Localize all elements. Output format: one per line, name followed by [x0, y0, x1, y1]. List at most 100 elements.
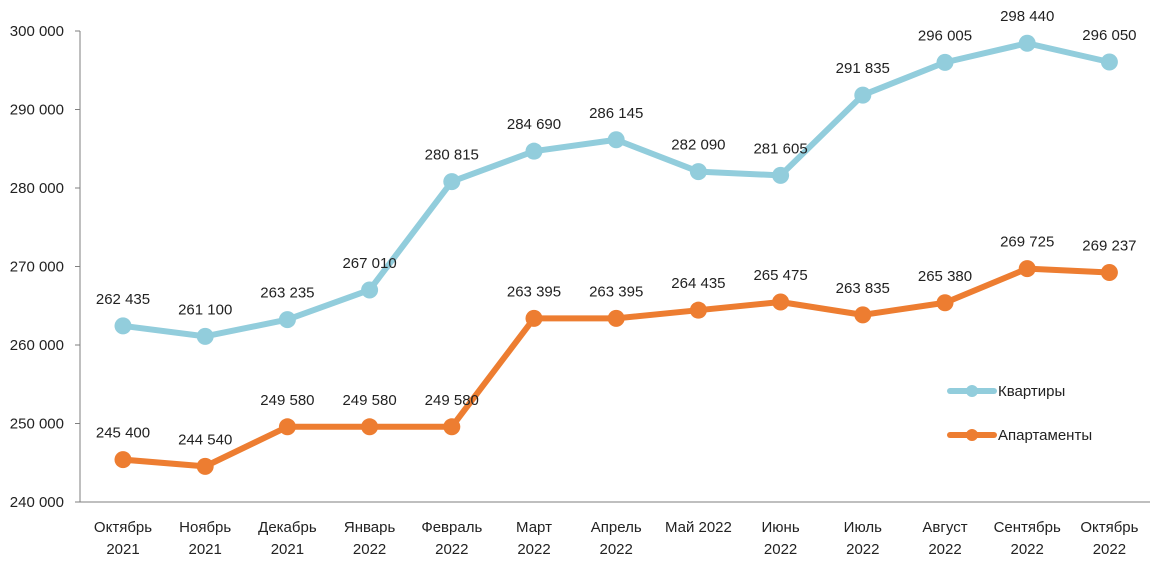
- data-label: 267 010: [342, 255, 396, 272]
- legend-marker: [966, 385, 978, 397]
- data-label: 282 090: [671, 137, 725, 154]
- y-tick-label: 250 000: [10, 416, 64, 433]
- series-point: [196, 457, 214, 475]
- x-tick-label: Март 2022: [516, 519, 552, 558]
- legend-marker: [966, 429, 978, 441]
- x-tick-label-line: Сентябрь: [994, 519, 1061, 536]
- x-tick-label: Август 2022: [922, 519, 967, 558]
- x-tick-label: Апрель 2022: [591, 519, 642, 558]
- data-label: 269 725: [1000, 234, 1054, 251]
- data-label: 281 605: [753, 140, 807, 157]
- y-tick-label: 290 000: [10, 102, 64, 119]
- data-label: 249 580: [425, 392, 479, 409]
- x-tick-label-line: Февраль: [421, 519, 482, 536]
- data-label: 298 440: [1000, 8, 1054, 25]
- series-point: [278, 311, 296, 329]
- x-tick-label-line: Декабрь: [258, 519, 317, 536]
- data-labels: 262 435 261 100 263 235 267 010 280 815 284 6…: [96, 8, 1137, 448]
- x-tick-label-line: 2022: [846, 541, 879, 558]
- y-tick-label: 260 000: [10, 337, 64, 354]
- data-label: 264 435: [671, 275, 725, 292]
- x-tick-label-line: 2021: [189, 541, 222, 558]
- data-label: 263 395: [507, 283, 561, 300]
- series-point: [772, 293, 790, 311]
- data-label: 280 815: [425, 147, 479, 164]
- data-label: 291 835: [836, 60, 890, 77]
- axes: 240 000 250 000 260 000 270 000 280 000 290 0…: [10, 23, 1150, 558]
- series-point: [854, 86, 872, 104]
- y-tick-label: 270 000: [10, 259, 64, 276]
- series-point: [278, 418, 296, 436]
- series-point: [114, 317, 132, 335]
- x-tick-label-line: 2022: [1011, 541, 1044, 558]
- series-point: [936, 53, 954, 71]
- series-point: [607, 131, 625, 149]
- x-tick-label-line: Октябрь: [1080, 519, 1138, 536]
- x-tick-label-line: 2022: [1093, 541, 1126, 558]
- data-label: 286 145: [589, 105, 643, 122]
- series-point: [1100, 53, 1118, 71]
- series-point: [361, 418, 379, 436]
- data-label: 261 100: [178, 301, 232, 318]
- data-label: 262 435: [96, 291, 150, 308]
- data-label: 269 237: [1082, 237, 1136, 254]
- series-point: [1018, 260, 1036, 278]
- series-point: [196, 327, 214, 345]
- x-tick-label: Май 2022: [665, 519, 732, 536]
- series-point: [772, 166, 790, 184]
- y-tick-label: 300 000: [10, 23, 64, 40]
- series-point: [936, 294, 954, 312]
- x-tick-label: Февраль 2022: [421, 519, 482, 558]
- series-point: [361, 281, 379, 299]
- x-tick-label: Октябрь 2022: [1080, 519, 1138, 558]
- x-tick-label-line: Май 2022: [665, 519, 732, 536]
- x-tick-label-line: Август: [922, 519, 967, 536]
- data-label: 296 050: [1082, 27, 1136, 44]
- y-tick-label: 240 000: [10, 494, 64, 511]
- x-tick-label-line: Июнь: [762, 519, 800, 536]
- x-tick-label-line: 2022: [353, 541, 386, 558]
- x-tick-label-line: Октябрь: [94, 519, 152, 536]
- series-point: [1018, 34, 1036, 52]
- series-point: [607, 309, 625, 327]
- data-label: 263 835: [836, 280, 890, 297]
- x-tick-label-line: 2021: [271, 541, 304, 558]
- x-tick-label-line: 2022: [600, 541, 633, 558]
- series-point: [525, 142, 543, 160]
- legend-label: Квартиры: [998, 383, 1065, 400]
- data-label: 263 395: [589, 283, 643, 300]
- data-label: 263 235: [260, 285, 314, 302]
- data-label: 265 380: [918, 268, 972, 285]
- data-label: 244 540: [178, 431, 232, 448]
- x-tick-label-line: Январь: [344, 519, 396, 536]
- series-point: [689, 301, 707, 319]
- x-tick-label-line: Июль: [844, 519, 882, 536]
- data-label: 249 580: [342, 392, 396, 409]
- x-tick-label-line: 2021: [106, 541, 139, 558]
- legend: Квартиры Апартаменты: [947, 383, 1092, 444]
- data-label: 284 690: [507, 116, 561, 133]
- x-tick-label: Июнь 2022: [762, 519, 800, 558]
- x-tick-label-line: 2022: [764, 541, 797, 558]
- data-label: 265 475: [753, 267, 807, 284]
- data-label: 296 005: [918, 27, 972, 44]
- data-label: 245 400: [96, 425, 150, 442]
- x-tick-label: Октябрь 2021: [94, 519, 152, 558]
- series-point: [854, 306, 872, 324]
- x-tick-label-line: Ноябрь: [179, 519, 231, 536]
- series-point: [443, 418, 461, 436]
- series-point: [689, 163, 707, 181]
- x-tick-label: Июль 2022: [844, 519, 882, 558]
- legend-label: Апартаменты: [998, 427, 1092, 444]
- y-tick-label: 280 000: [10, 180, 64, 197]
- x-tick-label-line: Март: [516, 519, 552, 536]
- x-tick-label-line: 2022: [435, 541, 468, 558]
- series-point: [443, 173, 461, 191]
- x-tick-label: Январь 2022: [344, 519, 396, 558]
- series-lines: [114, 34, 1118, 475]
- x-tick-label: Ноябрь 2021: [179, 519, 231, 558]
- series-point: [114, 451, 132, 469]
- x-tick-label: Сентябрь 2022: [994, 519, 1061, 558]
- data-label: 249 580: [260, 392, 314, 409]
